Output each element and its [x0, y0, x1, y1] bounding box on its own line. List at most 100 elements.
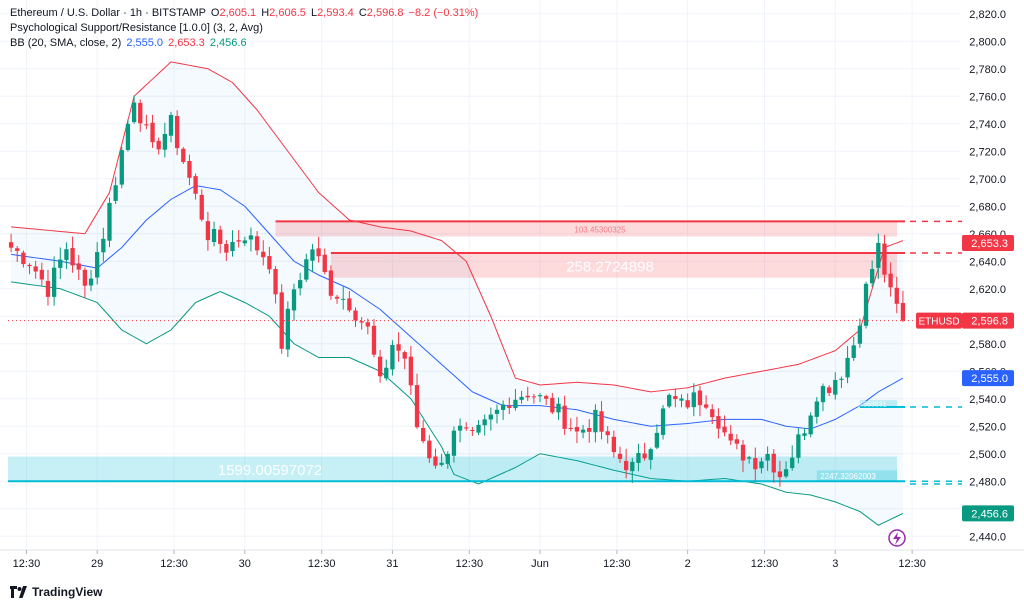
- candle-up[interactable]: [765, 446, 770, 471]
- candle-up[interactable]: [51, 256, 57, 306]
- time-axis[interactable]: 12:30 29 12:30 30 12:30 31 12:30 Jun 12:30 2 12:30…: [13, 550, 926, 570]
- tradingview-logo[interactable]: TradingView: [10, 585, 102, 599]
- candle-up[interactable]: [445, 451, 450, 469]
- candle-down[interactable]: [181, 147, 186, 165]
- candle-up[interactable]: [863, 281, 869, 329]
- candle-up[interactable]: [131, 95, 137, 124]
- candle-down[interactable]: [76, 255, 81, 281]
- candle-down[interactable]: [328, 265, 334, 300]
- candle-up[interactable]: [488, 407, 493, 431]
- candle-up[interactable]: [857, 318, 863, 348]
- candle-down[interactable]: [15, 246, 20, 262]
- candle-up[interactable]: [482, 414, 487, 436]
- candle-up[interactable]: [298, 272, 303, 296]
- candle-up[interactable]: [95, 242, 100, 285]
- candle-up[interactable]: [593, 404, 598, 443]
- candle-down[interactable]: [464, 422, 469, 431]
- candles[interactable]: [8, 95, 960, 487]
- candle-down[interactable]: [408, 345, 414, 395]
- lightning-icon[interactable]: [888, 529, 906, 547]
- candle-down[interactable]: [734, 434, 740, 450]
- candle-down[interactable]: [574, 416, 580, 444]
- candle-up[interactable]: [796, 428, 801, 464]
- candle-up[interactable]: [230, 230, 235, 257]
- candle-up[interactable]: [125, 119, 131, 152]
- candle-up[interactable]: [457, 418, 463, 443]
- candle-down[interactable]: [544, 394, 549, 406]
- candle-down[interactable]: [433, 448, 438, 469]
- candle-down[interactable]: [568, 418, 573, 432]
- candle-down[interactable]: [697, 385, 703, 417]
- candle-up[interactable]: [285, 301, 291, 358]
- candle-down[interactable]: [371, 319, 377, 358]
- candle-down[interactable]: [273, 266, 278, 304]
- candle-down[interactable]: [199, 189, 204, 222]
- candle-down[interactable]: [27, 263, 32, 275]
- candle-down[interactable]: [507, 397, 512, 415]
- candle-down[interactable]: [414, 373, 420, 429]
- candle-down[interactable]: [623, 448, 629, 479]
- candle-down[interactable]: [21, 250, 26, 268]
- candle-down[interactable]: [205, 211, 211, 251]
- candle-down[interactable]: [82, 267, 88, 298]
- candle-up[interactable]: [630, 457, 635, 483]
- candle-up[interactable]: [580, 424, 586, 439]
- candle-up[interactable]: [790, 445, 795, 471]
- candle-up[interactable]: [310, 243, 315, 273]
- candle-down[interactable]: [882, 234, 887, 283]
- candle-down[interactable]: [224, 240, 229, 261]
- candle-up[interactable]: [870, 260, 875, 287]
- candle-down[interactable]: [673, 388, 678, 408]
- candle-up[interactable]: [494, 404, 500, 424]
- candle-down[interactable]: [150, 114, 155, 148]
- candle-down[interactable]: [550, 392, 555, 415]
- indicator-bb[interactable]: BB (20, SMA, close, 2) 2,555.0 2,653.3 2…: [10, 36, 478, 51]
- candle-down[interactable]: [771, 449, 776, 483]
- candle-up[interactable]: [691, 383, 696, 417]
- candle-down[interactable]: [587, 419, 592, 443]
- candle-down[interactable]: [740, 439, 746, 473]
- candle-up[interactable]: [648, 447, 653, 470]
- candle-up[interactable]: [513, 388, 518, 411]
- candle-down[interactable]: [703, 395, 709, 410]
- candle-up[interactable]: [654, 424, 660, 450]
- candle-down[interactable]: [316, 236, 321, 263]
- candle-up[interactable]: [390, 340, 395, 376]
- candle-up[interactable]: [119, 146, 124, 189]
- candle-up[interactable]: [845, 346, 850, 384]
- candle-up[interactable]: [107, 197, 112, 248]
- candle-down[interactable]: [470, 426, 475, 436]
- candle-up[interactable]: [476, 419, 481, 436]
- candle-down[interactable]: [33, 260, 38, 279]
- candle-up[interactable]: [101, 227, 106, 262]
- candle-down[interactable]: [617, 446, 623, 463]
- candle-down[interactable]: [402, 350, 407, 370]
- candle-up[interactable]: [802, 427, 807, 440]
- candle-down[interactable]: [611, 430, 616, 458]
- price-axis[interactable]: 2,440.02,460.02,480.02,500.02,520.02,540…: [969, 9, 1006, 544]
- candle-down[interactable]: [605, 426, 610, 444]
- candle-down[interactable]: [70, 236, 75, 273]
- candle-up[interactable]: [304, 253, 309, 282]
- candle-down[interactable]: [421, 419, 426, 444]
- candle-up[interactable]: [814, 397, 819, 424]
- candle-up[interactable]: [248, 227, 254, 252]
- candle-down[interactable]: [156, 137, 161, 155]
- candle-up[interactable]: [747, 455, 752, 464]
- candle-down[interactable]: [826, 385, 832, 397]
- candle-up[interactable]: [58, 247, 63, 279]
- candle-down[interactable]: [642, 442, 647, 461]
- candle-down[interactable]: [322, 248, 327, 275]
- candle-up[interactable]: [500, 400, 506, 420]
- candle-up[interactable]: [759, 457, 764, 474]
- candle-down[interactable]: [218, 225, 223, 254]
- candle-down[interactable]: [359, 317, 364, 330]
- candle-down[interactable]: [753, 447, 758, 482]
- candle-up[interactable]: [537, 393, 543, 403]
- candle-up[interactable]: [384, 359, 389, 381]
- candle-down[interactable]: [347, 291, 352, 313]
- candle-down[interactable]: [193, 173, 198, 200]
- candle-up[interactable]: [168, 111, 174, 143]
- symbol-title[interactable]: Ethereum / U.S. Dollar · 1h · BITSTAMP: [10, 7, 206, 19]
